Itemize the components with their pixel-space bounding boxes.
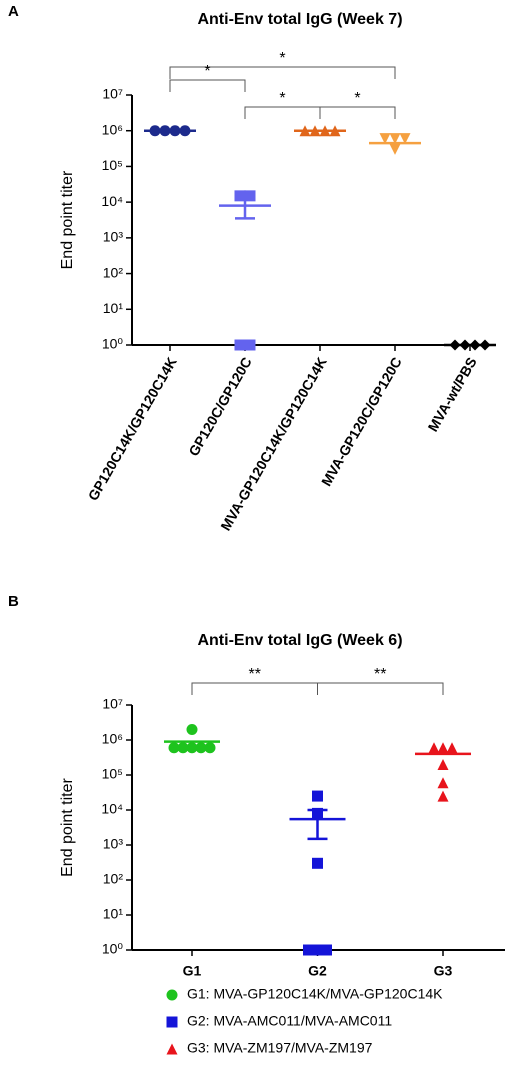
significance-label: ** bbox=[249, 666, 261, 683]
point bbox=[168, 742, 180, 754]
point bbox=[303, 944, 314, 956]
point bbox=[186, 723, 198, 735]
point bbox=[319, 125, 331, 137]
point bbox=[299, 125, 311, 137]
y-tick-label: 10⁴ bbox=[101, 193, 123, 209]
point bbox=[312, 857, 323, 869]
point bbox=[309, 125, 321, 137]
significance-label: * bbox=[354, 90, 360, 107]
y-tick-label: 10⁷ bbox=[102, 696, 123, 712]
point bbox=[149, 125, 161, 137]
point bbox=[446, 742, 458, 754]
significance-bracket bbox=[191, 682, 318, 695]
point bbox=[177, 742, 189, 754]
point bbox=[312, 790, 323, 802]
y-tick-label: 10⁷ bbox=[102, 86, 123, 102]
point bbox=[234, 190, 246, 202]
point bbox=[449, 339, 461, 351]
y-tick-label: 10³ bbox=[103, 229, 124, 245]
significance-label: * bbox=[204, 63, 210, 80]
y-tick-label: 10⁶ bbox=[102, 121, 123, 137]
point bbox=[321, 944, 332, 956]
point bbox=[437, 742, 449, 754]
point bbox=[204, 742, 216, 754]
point bbox=[437, 758, 449, 770]
panel-letter: B bbox=[8, 593, 19, 610]
x-tick-label: G3 bbox=[434, 963, 453, 979]
significance-bracket bbox=[169, 79, 246, 92]
point bbox=[379, 133, 391, 145]
point bbox=[195, 742, 207, 754]
y-axis-label: End point titer bbox=[59, 777, 76, 876]
panel-letter: A bbox=[8, 3, 19, 20]
chart-title: Anti-Env total IgG (Week 7) bbox=[197, 11, 402, 28]
point bbox=[244, 190, 256, 202]
x-tick-label: G1 bbox=[183, 963, 202, 979]
y-tick-label: 10² bbox=[103, 871, 124, 887]
point bbox=[428, 742, 440, 754]
legend-marker bbox=[166, 989, 178, 1001]
y-tick-label: 10¹ bbox=[103, 906, 124, 922]
point bbox=[459, 339, 471, 351]
y-tick-label: 10⁰ bbox=[102, 941, 124, 957]
point bbox=[179, 125, 191, 137]
y-tick-label: 10⁰ bbox=[102, 336, 124, 352]
y-tick-label: 10³ bbox=[103, 836, 124, 852]
point bbox=[244, 339, 256, 351]
point bbox=[437, 777, 449, 789]
y-tick-label: 10¹ bbox=[103, 300, 124, 316]
x-tick-label: MVA-wt/PBS bbox=[424, 354, 479, 434]
chart-title: Anti-Env total IgG (Week 6) bbox=[197, 632, 402, 649]
point bbox=[437, 790, 449, 802]
significance-bracket bbox=[319, 106, 396, 119]
significance-label: ** bbox=[374, 666, 386, 683]
significance-label: * bbox=[279, 50, 285, 67]
y-tick-label: 10⁵ bbox=[102, 157, 123, 173]
x-tick-label: GP120C14K/GP120C14K bbox=[85, 354, 180, 503]
point bbox=[234, 339, 246, 351]
x-tick-label: G2 bbox=[308, 963, 327, 979]
significance-label: * bbox=[279, 90, 285, 107]
point bbox=[329, 125, 341, 137]
legend-marker bbox=[166, 1016, 178, 1028]
point bbox=[479, 339, 491, 351]
legend-label: G3: MVA-ZM197/MVA-ZM197 bbox=[187, 1040, 373, 1056]
y-tick-label: 10⁶ bbox=[102, 731, 123, 747]
point bbox=[169, 125, 181, 137]
point bbox=[389, 133, 401, 145]
significance-bracket bbox=[169, 66, 396, 79]
legend-marker bbox=[166, 1043, 178, 1055]
y-tick-label: 10² bbox=[103, 264, 124, 280]
x-tick-label: GP120C/GP120C bbox=[185, 354, 255, 458]
y-axis-label: End point titer bbox=[59, 170, 76, 269]
legend-label: G1: MVA-GP120C14K/MVA-GP120C14K bbox=[187, 986, 443, 1002]
point bbox=[159, 125, 171, 137]
legend-label: G2: MVA-AMC011/MVA-AMC011 bbox=[187, 1013, 392, 1029]
point bbox=[399, 133, 411, 145]
significance-bracket bbox=[244, 106, 321, 119]
x-tick-label: MVA-GP120C/GP120C bbox=[318, 354, 405, 488]
point bbox=[312, 807, 323, 819]
point bbox=[389, 143, 401, 155]
y-tick-label: 10⁵ bbox=[102, 766, 123, 782]
point bbox=[469, 339, 481, 351]
significance-bracket bbox=[317, 682, 444, 695]
y-tick-label: 10⁴ bbox=[101, 801, 123, 817]
point bbox=[186, 742, 198, 754]
point bbox=[312, 944, 323, 956]
